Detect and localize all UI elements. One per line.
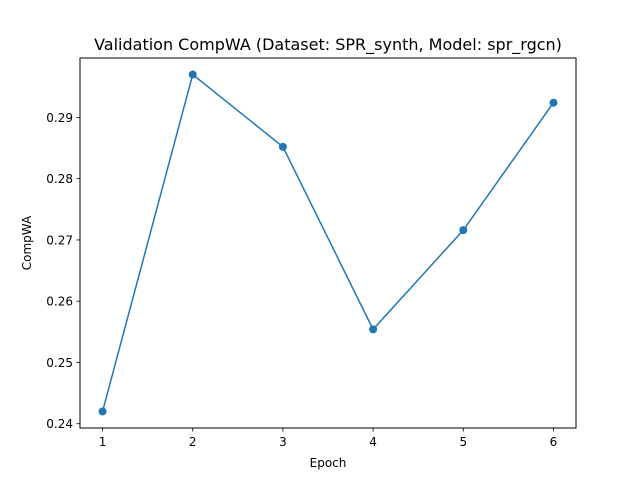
y-tick-label: 0.25 xyxy=(46,356,73,370)
data-point xyxy=(549,98,558,107)
data-point xyxy=(369,325,378,334)
y-axis: 0.24 0.25 0.26 0.27 0.28 0.29 xyxy=(46,111,80,431)
data-point xyxy=(188,70,197,79)
series-line xyxy=(101,73,555,412)
y-tick-label: 0.24 xyxy=(46,417,73,431)
data-point xyxy=(278,142,287,151)
x-tick-label: 6 xyxy=(550,435,558,449)
plot-frame xyxy=(79,57,577,429)
chart-title: Validation CompWA (Dataset: SPR_synth, M… xyxy=(94,35,562,55)
x-tick-label: 3 xyxy=(279,435,287,449)
y-tick-label: 0.29 xyxy=(46,111,73,125)
x-axis: 1 2 3 4 5 6 xyxy=(99,428,558,449)
y-tick-label: 0.27 xyxy=(46,233,73,247)
x-tick-label: 1 xyxy=(99,435,107,449)
x-axis-label: Epoch xyxy=(310,456,347,470)
series-layer xyxy=(98,70,558,416)
x-tick-label: 2 xyxy=(189,435,197,449)
data-point xyxy=(98,407,107,416)
y-tick-label: 0.28 xyxy=(46,172,73,186)
y-axis-label: CompWA xyxy=(20,215,34,270)
plot-area: 1 2 3 4 5 6 0.24 0.25 0.26 0.27 0.28 0.29 xyxy=(46,57,577,449)
x-tick-label: 4 xyxy=(369,435,377,449)
y-tick-label: 0.26 xyxy=(46,295,73,309)
x-tick-label: 5 xyxy=(459,435,467,449)
data-point xyxy=(459,226,468,235)
